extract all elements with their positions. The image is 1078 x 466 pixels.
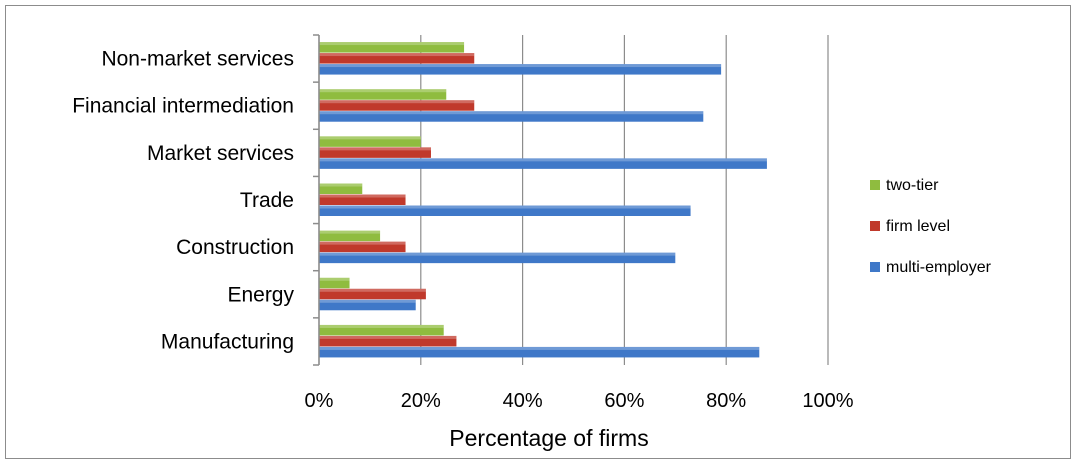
bar-highlight (319, 147, 431, 151)
bar-highlight (319, 277, 350, 281)
category-labels: Non-market services Financial intermediat… (72, 48, 294, 354)
legend-label: multi-employer (886, 259, 992, 276)
bar-multi-employer (319, 252, 676, 264)
bar-two-tier (319, 42, 465, 53)
legend: two-tier firm level multi-employer (870, 177, 992, 276)
bar-two-tier (319, 277, 350, 289)
bar-firm-level (319, 288, 426, 300)
legend-swatch (870, 262, 880, 272)
bar-two-tier (319, 89, 447, 100)
bar-highlight (319, 299, 416, 303)
x-axis-title: Percentage of firms (449, 425, 648, 451)
category-label: Market services (147, 142, 294, 165)
bar-highlight (319, 111, 704, 115)
bar-multi-employer (319, 346, 760, 358)
bar-firm-level (319, 241, 406, 253)
bar-firm-level (319, 335, 457, 347)
bar-firm-level (319, 100, 475, 111)
x-tick-label: 60% (604, 390, 644, 412)
x-tick-label: 20% (401, 390, 441, 412)
bar-multi-employer (319, 64, 722, 75)
category-label: Non-market services (101, 48, 294, 71)
category-label: Construction (176, 236, 294, 259)
y-axis (313, 34, 320, 366)
bars (319, 42, 767, 358)
x-tick-label: 0% (305, 390, 334, 412)
legend-label: two-tier (886, 177, 939, 194)
bar-two-tier (319, 183, 363, 194)
bar-firm-level (319, 194, 406, 205)
bar-highlight (319, 288, 426, 292)
bar-two-tier (319, 230, 381, 242)
bar-highlight (319, 158, 767, 162)
x-tick-label: 80% (706, 390, 746, 412)
bar-highlight (319, 194, 406, 198)
bar-highlight (319, 183, 363, 187)
category-label: Manufacturing (161, 330, 294, 353)
bar-highlight (319, 53, 475, 57)
bar-highlight (319, 205, 691, 209)
bar-highlight (319, 64, 722, 68)
chart-frame (5, 5, 1071, 459)
x-tick-labels: 0% 20% 40% 60% 80% 100% (305, 390, 854, 412)
bar-highlight (319, 42, 465, 46)
bar-multi-employer (319, 299, 416, 311)
bar-two-tier (319, 324, 444, 336)
bar-firm-level (319, 53, 475, 64)
category-label: Financial intermediation (72, 95, 294, 118)
x-tick-label: 40% (503, 390, 543, 412)
x-tick-label: 100% (802, 390, 853, 412)
bar-multi-employer (319, 205, 691, 216)
category-label: Trade (240, 189, 294, 212)
bar-highlight (319, 241, 406, 245)
bar-multi-employer (319, 111, 704, 122)
bar-highlight (319, 100, 475, 104)
bar-highlight (319, 230, 381, 234)
legend-swatch (870, 180, 880, 190)
bar-multi-employer (319, 158, 767, 169)
bar-highlight (319, 136, 421, 140)
bar-highlight (319, 335, 457, 339)
legend-label: firm level (886, 218, 950, 235)
bar-highlight (319, 89, 447, 93)
bar-firm-level (319, 147, 431, 158)
category-label: Energy (227, 283, 294, 306)
bar-highlight (319, 324, 444, 328)
bar-two-tier (319, 136, 421, 147)
bar-highlight (319, 346, 760, 350)
bar-highlight (319, 252, 676, 256)
legend-swatch (870, 221, 880, 231)
